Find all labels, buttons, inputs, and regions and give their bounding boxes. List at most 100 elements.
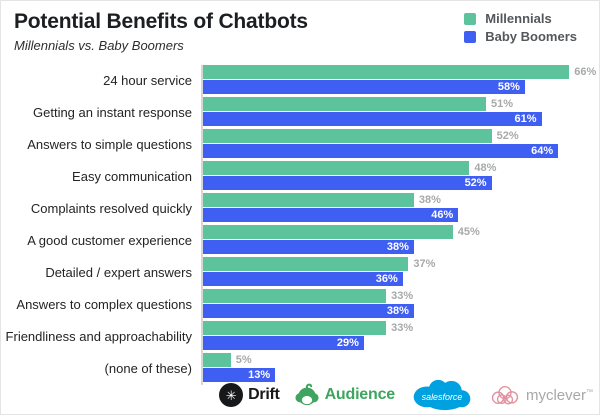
- chart-row: Detailed / expert answers 37% 36%: [1, 257, 599, 290]
- salesforce-logo: salesforce: [409, 378, 475, 412]
- millennials-bar-line: 37%: [203, 257, 599, 272]
- legend-label: Baby Boomers: [485, 29, 577, 44]
- millennials-bar: [203, 129, 492, 144]
- myclever-scribble-cloud-icon: [491, 386, 519, 405]
- millennials-bar-line: 66%: [203, 65, 599, 80]
- baby-boomers-value-label: 61%: [514, 112, 537, 125]
- baby-boomers-bar-line: 38%: [203, 240, 599, 255]
- millennials-value-label: 52%: [496, 129, 519, 142]
- baby-boomers-value-label: 52%: [464, 176, 487, 189]
- millennials-swatch-icon: [464, 12, 477, 25]
- grouped-bar-chart: 24 hour service 66% 58% Getting an instant …: [1, 65, 599, 386]
- millennials-value-label: 48%: [474, 161, 497, 174]
- baby-boomers-bar: 64%: [203, 144, 559, 159]
- millennials-bar: [203, 289, 387, 304]
- millennials-bar-line: 33%: [203, 289, 599, 304]
- millennials-bar: [203, 225, 453, 240]
- category-label: Getting an instant response: [33, 105, 192, 121]
- category-label: Answers to complex questions: [16, 297, 192, 313]
- millennials-bar: [203, 321, 387, 336]
- legend-item-baby-boomers: Baby Boomers: [464, 30, 577, 43]
- bar-group: 51% 61%: [201, 97, 599, 130]
- category-label: (none of these): [104, 361, 192, 377]
- bar-group: 45% 38%: [201, 225, 599, 258]
- audience-logo-text: Audience: [324, 386, 396, 403]
- chart-row: 24 hour service 66% 58%: [1, 65, 599, 98]
- millennials-value-label: 37%: [413, 257, 436, 270]
- baby-boomers-value-label: 58%: [497, 80, 520, 93]
- baby-boomers-bar: 13%: [203, 368, 276, 383]
- legend-label: Millennials: [485, 11, 552, 26]
- millennials-value-label: 66%: [574, 65, 597, 78]
- baby-boomers-bar-line: 46%: [203, 208, 599, 223]
- millennials-value-label: 51%: [491, 97, 514, 110]
- millennials-bar: [203, 257, 409, 272]
- baby-boomers-swatch-icon: [464, 30, 477, 43]
- drift-logo-text: Drift: [248, 386, 280, 403]
- category-label: Answers to simple questions: [27, 137, 192, 153]
- millennials-bar-line: 52%: [203, 129, 599, 144]
- drift-logo-icon: ✳: [219, 383, 244, 407]
- salesforce-cloud-icon: salesforce: [413, 379, 471, 411]
- millennials-bar: [203, 65, 570, 80]
- baby-boomers-value-label: 29%: [336, 336, 359, 349]
- baby-boomers-bar-line: 29%: [203, 336, 599, 351]
- baby-boomers-bar-line: 38%: [203, 304, 599, 319]
- millennials-value-label: 45%: [457, 225, 480, 238]
- drift-logo: ✳ Drift: [219, 383, 280, 407]
- baby-boomers-bar: 29%: [203, 336, 364, 351]
- millennials-bar: [203, 97, 487, 112]
- chart-header: Potential Benefits of Chatbots Millennia…: [1, 1, 599, 53]
- baby-boomers-value-label: 36%: [375, 272, 398, 285]
- chart-title: Potential Benefits of Chatbots: [14, 10, 308, 33]
- millennials-bar-line: 5%: [203, 353, 599, 368]
- category-label: Complaints resolved quickly: [30, 201, 192, 217]
- category-label: 24 hour service: [103, 73, 192, 89]
- baby-boomers-bar-line: 61%: [203, 112, 599, 127]
- category-label: Detailed / expert answers: [45, 265, 192, 281]
- salesforce-logo-text: salesforce: [422, 392, 463, 402]
- chart-row: Answers to simple questions 52% 64%: [1, 129, 599, 162]
- millennials-value-label: 38%: [418, 193, 441, 206]
- trademark-symbol: ™: [586, 388, 593, 396]
- baby-boomers-bar: 46%: [203, 208, 459, 223]
- baby-boomers-bar: 58%: [203, 80, 525, 95]
- baby-boomers-bar-line: 64%: [203, 144, 599, 159]
- baby-boomers-value-label: 46%: [431, 208, 454, 221]
- bar-group: 5% 13%: [201, 353, 599, 386]
- baby-boomers-bar-line: 58%: [203, 80, 599, 95]
- chart-row: Answers to complex questions 33% 38%: [1, 289, 599, 322]
- bar-group: 38% 46%: [201, 193, 599, 226]
- legend-item-millennials: Millennials: [464, 12, 577, 25]
- audience-logo: Audience: [294, 383, 395, 407]
- baby-boomers-bar: 52%: [203, 176, 492, 191]
- category-label: Friendliness and approachability: [5, 329, 192, 345]
- sponsor-logos: ✳ Drift Audience sa: [219, 378, 593, 412]
- millennials-bar: [203, 353, 231, 368]
- chart-row: Friendliness and approachability 33% 29%: [1, 321, 599, 354]
- millennials-value-label: 33%: [391, 289, 414, 302]
- bar-group: 37% 36%: [201, 257, 599, 290]
- bar-group: 33% 38%: [201, 289, 599, 322]
- millennials-bar-line: 33%: [203, 321, 599, 336]
- baby-boomers-value-label: 38%: [386, 304, 409, 317]
- audience-monkey-icon: [295, 383, 319, 406]
- chart-row: (none of these) 5% 13%: [1, 353, 599, 386]
- millennials-bar-line: 48%: [203, 161, 599, 176]
- chart-row: Complaints resolved quickly 38% 46%: [1, 193, 599, 226]
- baby-boomers-value-label: 64%: [531, 144, 554, 157]
- millennials-bar: [203, 161, 470, 176]
- baby-boomers-value-label: 13%: [248, 368, 271, 381]
- chart-row: Getting an instant response 51% 61%: [1, 97, 599, 130]
- category-label: A good customer experience: [27, 233, 192, 249]
- baby-boomers-bar-line: 36%: [203, 272, 599, 287]
- millennials-value-label: 33%: [391, 321, 414, 334]
- bar-group: 33% 29%: [201, 321, 599, 354]
- baby-boomers-bar: 38%: [203, 240, 414, 255]
- legend: Millennials Baby Boomers: [464, 12, 577, 48]
- bar-group: 48% 52%: [201, 161, 599, 194]
- category-label: Easy communication: [72, 169, 192, 185]
- chart-row: A good customer experience 45% 38%: [1, 225, 599, 258]
- bar-group: 52% 64%: [201, 129, 599, 162]
